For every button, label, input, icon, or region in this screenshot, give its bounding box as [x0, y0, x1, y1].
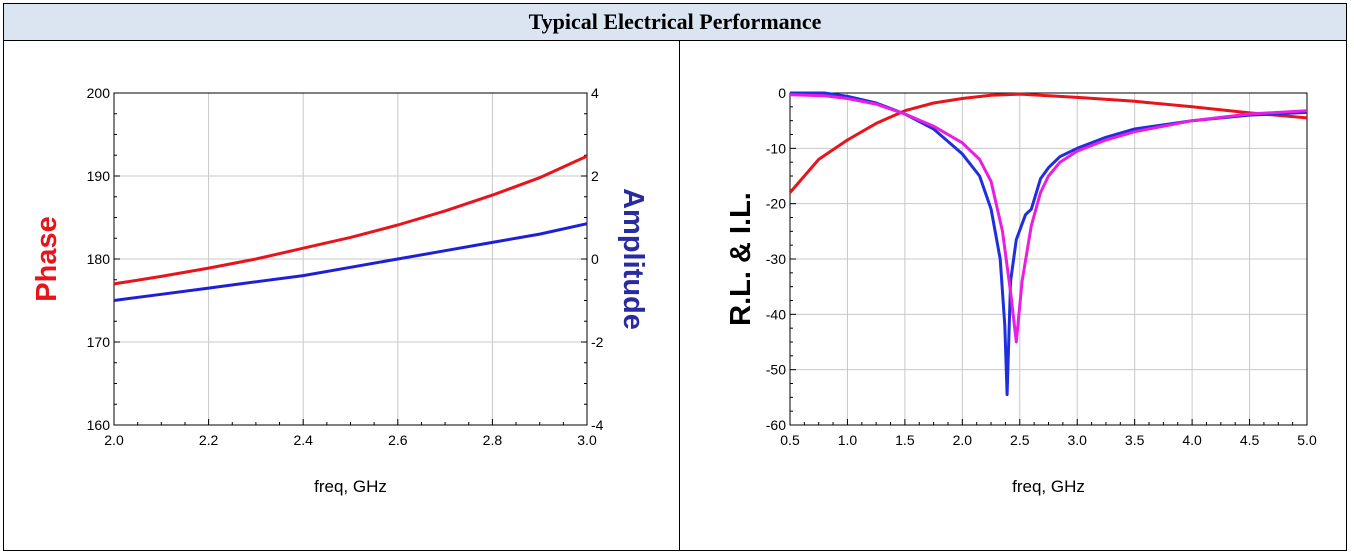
y2-tick-label: -4	[591, 417, 604, 433]
y-tick-label: 0	[778, 85, 786, 101]
phase-amplitude-chart: 2.0 2.2 2.4 2.6 2.8 3.0 160 170 180 190 200 -4 -2 0 2 4…	[31, 85, 649, 496]
y-tick-label: -10	[766, 140, 786, 156]
x-tick-label: 3.0	[1067, 432, 1087, 448]
series-line-3	[789, 93, 1308, 344]
y-tick-label: 160	[87, 417, 111, 433]
y-tick-label: -60	[766, 417, 786, 433]
y-axis-label: R.L. & I.L.	[725, 192, 757, 326]
y2-tick-label: -2	[591, 334, 604, 350]
y-tick-label: 170	[87, 334, 111, 350]
y2-tick-label: 0	[591, 251, 599, 267]
x-tick-label: 3.0	[577, 432, 597, 448]
series-line-1	[113, 154, 588, 286]
x-tick-label: 2.0	[953, 432, 973, 448]
x-tick-label: 5.0	[1297, 432, 1317, 448]
x-tick-label: 2.6	[388, 432, 408, 448]
phase-amplitude-panel: 2.0 2.2 2.4 2.6 2.8 3.0 160 170 180 190 200 -4 -2 0 2 4…	[3, 40, 680, 551]
x-tick-label: 2.4	[293, 432, 313, 448]
x-tick-label: 2.0	[104, 432, 124, 448]
y-tick-label: -20	[766, 196, 786, 212]
y-axis-label-left: Phase	[31, 216, 63, 301]
x-axis-label: freq, GHz	[1012, 477, 1085, 496]
series-line-2	[790, 91, 1308, 397]
series-line-1	[788, 92, 1308, 194]
y-tick-label: 200	[87, 85, 111, 101]
x-tick-label: 2.5	[1010, 432, 1030, 448]
x-axis-label: freq, GHz	[314, 477, 387, 496]
y2-tick-label: 4	[591, 85, 599, 101]
x-tick-label: 4.5	[1240, 432, 1260, 448]
x-tick-label: 1.0	[838, 432, 858, 448]
return-insertion-loss-panel: 0.5 1.0 1.5 2.0 2.5 3.0 3.5 4.0 4.5 5.0 -60 -50 -40 -…	[679, 40, 1347, 551]
y-tick-label: -50	[766, 362, 786, 378]
x-tick-label: 2.8	[483, 432, 503, 448]
y-tick-label: 180	[87, 251, 111, 267]
y-tick-label: -40	[766, 306, 786, 322]
x-tick-label: 1.5	[895, 432, 915, 448]
table-title: Typical Electrical Performance	[3, 3, 1347, 41]
y2-tick-label: 2	[591, 168, 599, 184]
y-axis-label-right: Amplitude	[617, 188, 649, 330]
y-tick-label: -30	[766, 251, 786, 267]
return-insertion-loss-chart: 0.5 1.0 1.5 2.0 2.5 3.0 3.5 4.0 4.5 5.0 -60 -50 -40 -…	[725, 85, 1317, 496]
x-tick-label: 4.0	[1182, 432, 1202, 448]
x-tick-label: 0.5	[780, 432, 800, 448]
series-line-2	[113, 222, 588, 302]
x-tick-label: 2.2	[199, 432, 219, 448]
y-tick-label: 190	[87, 168, 111, 184]
x-tick-label: 3.5	[1125, 432, 1145, 448]
